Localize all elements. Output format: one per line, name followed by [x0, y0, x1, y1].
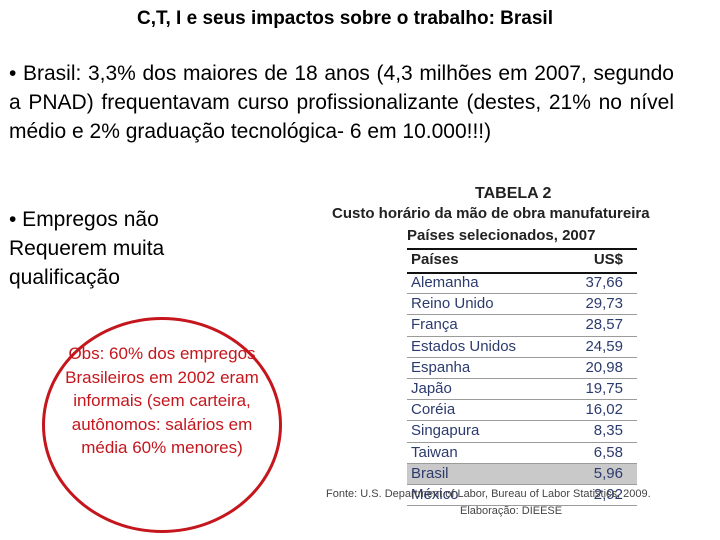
table-row: Brasil 5,96 — [407, 463, 637, 485]
row-value: 16,02 — [585, 401, 623, 419]
row-country: Singapura — [411, 422, 480, 440]
table-row: Estados Unidos 24,59 — [407, 337, 637, 358]
table-row: Alemanha 37,66 — [407, 273, 637, 295]
labor-cost-table: TABELA 2 Custo horário da mão de obra ma… — [325, 185, 720, 525]
obs-note: Obs: 60% dos empregos Brasileiros em 200… — [65, 344, 259, 458]
row-value: 29,73 — [585, 295, 623, 313]
row-value: 5,96 — [593, 464, 623, 482]
table-row: Espanha 20,98 — [407, 358, 637, 379]
table-header: Países US$ — [407, 248, 637, 274]
bullet-paragraph-pnad: • Brasil: 3,3% dos maiores de 18 anos (4… — [9, 62, 674, 143]
table-title: Custo horário da mão de obra manufaturei… — [332, 205, 650, 222]
table-label: TABELA 2 — [475, 185, 552, 202]
table-row: França 28,57 — [407, 315, 637, 337]
row-value: 8,35 — [593, 422, 623, 440]
table-row: Reino Unido 29,73 — [407, 294, 637, 316]
row-country: Japão — [411, 379, 452, 397]
slide-title: C,T, I e seus impactos sobre o trabalho:… — [136, 8, 553, 29]
bullet-paragraph-qualification: • Empregos não Requerem muita qualificaç… — [9, 208, 165, 289]
row-value: 28,57 — [585, 316, 623, 334]
row-value: 19,75 — [585, 379, 623, 397]
row-country: México — [411, 485, 459, 503]
table-elaboration: Elaboração: DIEESE — [460, 505, 563, 517]
table-subtitle: Países selecionados, 2007 — [407, 227, 596, 244]
row-value: 2,92 — [593, 485, 623, 503]
table-row: Taiwan 6,58 — [407, 443, 637, 464]
row-country: Brasil — [411, 464, 449, 482]
row-value: 37,66 — [585, 274, 623, 291]
row-country: Espanha — [411, 358, 471, 376]
header-country: Países — [411, 251, 459, 268]
table-row: México 2,92 — [407, 485, 637, 507]
row-country: Estados Unidos — [411, 337, 517, 355]
row-country: Reino Unido — [411, 295, 494, 313]
table-source: Fonte: U.S. Department of Labor, Bureau … — [326, 488, 651, 500]
row-country: Taiwan — [411, 443, 458, 461]
table-row: Singapura 8,35 — [407, 421, 637, 443]
row-country: França — [411, 316, 458, 334]
row-country: Alemanha — [411, 274, 479, 291]
table-row: Coréia 16,02 — [407, 400, 637, 422]
table-body: Alemanha 37,66 Reino Unido 29,73 França 28,57… — [407, 273, 637, 507]
header-value: US$ — [593, 251, 623, 268]
row-value: 24,59 — [585, 337, 623, 355]
row-value: 6,58 — [593, 443, 623, 461]
table-row: Japão 19,75 — [407, 379, 637, 401]
row-value: 20,98 — [585, 358, 623, 376]
obs-highlight-oval — [42, 317, 282, 533]
row-country: Coréia — [411, 401, 456, 419]
